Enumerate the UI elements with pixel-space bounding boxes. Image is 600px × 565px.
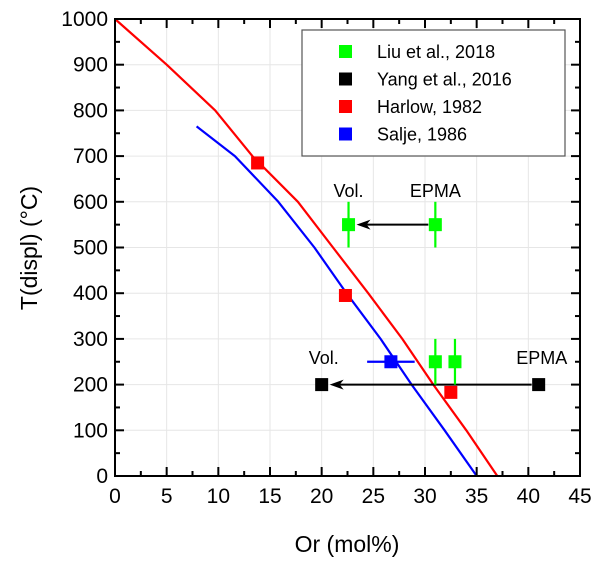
y-tick-label: 0	[96, 465, 108, 488]
x-tick-label: 40	[517, 485, 540, 508]
y-tick-label: 400	[73, 282, 108, 305]
y-tick-label: 700	[73, 145, 108, 168]
data-point	[444, 385, 458, 399]
x-tick-label: 25	[362, 485, 385, 508]
legend-label: Salje, 1986	[377, 125, 467, 145]
data-point	[315, 378, 329, 392]
legend: Liu et al., 2018 Yang et al., 2016 Harlow,…	[301, 29, 566, 157]
y-tick-label: 500	[73, 237, 108, 260]
annotation-label: EPMA	[410, 181, 461, 201]
data-point	[428, 355, 442, 369]
arrow-head	[356, 219, 371, 230]
data-point	[532, 378, 546, 392]
legend-label: Yang et al., 2016	[377, 70, 512, 90]
x-tick-label: 10	[207, 485, 230, 508]
arrow-head	[329, 379, 344, 390]
y-tick-label: 100	[73, 419, 108, 442]
data-point	[448, 355, 462, 369]
data-point	[428, 218, 442, 232]
x-tick-label: 45	[568, 485, 591, 508]
x-tick-label: 15	[258, 485, 281, 508]
x-tick-label: 30	[413, 485, 436, 508]
legend-label: Harlow, 1982	[377, 97, 482, 117]
data-point	[338, 288, 352, 302]
legend-swatch	[339, 72, 352, 86]
data-point	[251, 156, 265, 170]
legend-label: Liu et al., 2018	[377, 42, 495, 62]
annotation-label: Vol.	[334, 181, 364, 201]
fit-curve-line	[114, 18, 499, 477]
data-point	[342, 218, 356, 232]
x-tick-label: 35	[465, 485, 488, 508]
y-tick-label: 1000	[61, 8, 108, 31]
data-points	[251, 156, 546, 399]
y-tick-label: 200	[73, 374, 108, 397]
y-tick-label: 800	[73, 99, 108, 122]
y-axis-title: T(displ) (°C)	[16, 186, 42, 310]
fit-curve-line	[195, 125, 478, 477]
x-tick-label: 0	[109, 485, 121, 508]
y-tick-label: 900	[73, 54, 108, 77]
x-tick-label: 20	[310, 485, 333, 508]
legend-swatch	[339, 127, 352, 141]
x-tick-label: 5	[161, 485, 173, 508]
y-tick-label: 300	[73, 328, 108, 351]
annotation-label: Vol.	[309, 348, 339, 368]
annotations: Vol. EPMA Vol. EPMA	[309, 181, 568, 368]
axes: 0 5 10 15 20 25 30 35 40 45 0 100 200 300 400 500 600 700…	[61, 8, 591, 508]
x-axis-title: Or (mol%)	[295, 531, 400, 557]
legend-swatch	[339, 100, 352, 113]
legend-swatch	[339, 45, 352, 58]
y-tick-label: 600	[73, 191, 108, 214]
data-point	[384, 355, 398, 369]
annotation-label: EPMA	[516, 348, 567, 368]
